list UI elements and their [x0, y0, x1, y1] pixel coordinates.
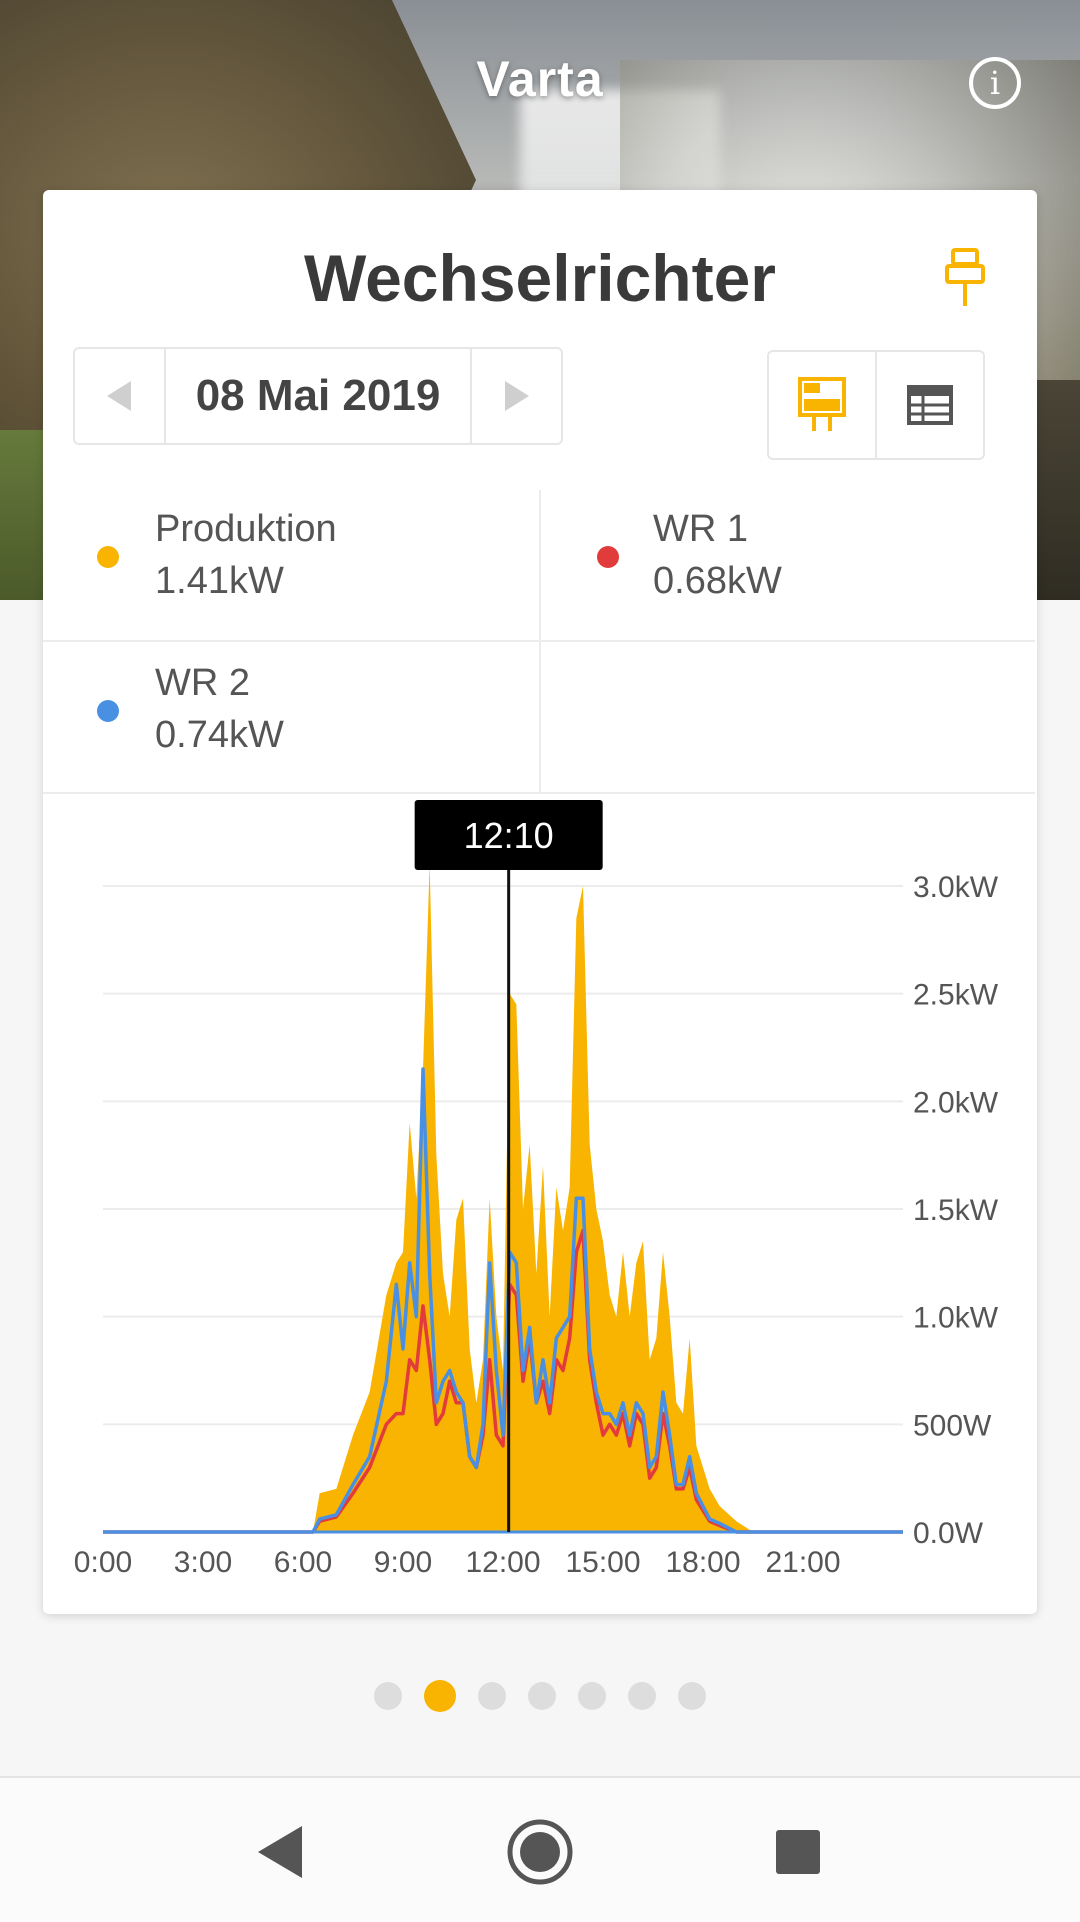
x-tick-label: 6:00 — [274, 1546, 332, 1579]
page-dot[interactable] — [578, 1682, 606, 1710]
page-dot[interactable] — [478, 1682, 506, 1710]
y-tick-label: 1.0kW — [913, 1302, 999, 1335]
page-indicator — [0, 1676, 1080, 1716]
legend-dot-produktion — [97, 546, 119, 568]
legend-dot-wr2 — [97, 700, 119, 722]
chart-view-icon — [798, 377, 846, 431]
back-icon[interactable] — [240, 1812, 320, 1892]
home-icon[interactable] — [500, 1812, 580, 1892]
info-icon[interactable]: i — [969, 57, 1021, 109]
previous-day-button[interactable] — [75, 349, 164, 443]
legend-item-wr2: WR 2 0.74kW — [43, 642, 539, 794]
page-dot[interactable] — [678, 1682, 706, 1710]
recent-apps-icon[interactable] — [758, 1812, 838, 1892]
card-title: Wechselrichter — [304, 241, 776, 315]
legend-value: 0.68kW — [653, 560, 782, 602]
y-tick-label: 1.5kW — [913, 1194, 999, 1227]
page-dot[interactable] — [628, 1682, 656, 1710]
y-tick-label: 2.0kW — [913, 1086, 999, 1119]
legend-dot-wr1 — [597, 546, 619, 568]
next-day-button[interactable] — [472, 349, 561, 443]
legend-name: Produktion — [155, 508, 337, 550]
legend-value: 1.41kW — [155, 560, 284, 602]
pin-icon[interactable] — [943, 248, 987, 308]
legend-name: WR 2 — [155, 662, 250, 704]
chart-view-button[interactable] — [769, 352, 875, 458]
x-tick-label: 12:00 — [465, 1546, 540, 1579]
table-view-icon — [907, 385, 953, 425]
x-tick-label: 21:00 — [765, 1546, 840, 1579]
page-dot[interactable] — [528, 1682, 556, 1710]
x-tick-label: 0:00 — [74, 1546, 132, 1579]
series-line-wr2 — [103, 1067, 903, 1534]
x-tick-label: 3:00 — [174, 1546, 232, 1579]
inverter-card: Wechselrichter 08 Mai 2019 — [43, 190, 1037, 1614]
legend-item-empty — [539, 642, 1035, 794]
legend-item-produktion: Produktion 1.41kW — [43, 490, 539, 642]
cursor-tooltip-label: 12:10 — [464, 815, 554, 856]
legend-item-wr1: WR 1 0.68kW — [539, 490, 1035, 642]
y-tick-label: 2.5kW — [913, 979, 999, 1012]
chevron-right-icon — [504, 381, 529, 411]
page-dot[interactable] — [374, 1682, 402, 1710]
app-title: Varta — [476, 51, 604, 107]
y-tick-label: 3.0kW — [913, 871, 999, 904]
series-line-wr1 — [103, 1228, 903, 1534]
cursor-tooltip — [414, 800, 603, 870]
y-tick-label: 0.0W — [913, 1517, 984, 1550]
view-toggle — [767, 350, 985, 460]
selected-date[interactable]: 08 Mai 2019 — [163, 349, 473, 443]
power-chart[interactable]: 0.0W 500W 1.0kW 1.5kW 2.0kW 2.5kW 3.0kW 0:00 3:0… — [43, 800, 1037, 1614]
power-chart-svg: 0.0W 500W 1.0kW 1.5kW 2.0kW 2.5kW 3.0kW 0:00 3:0… — [74, 800, 999, 1579]
date-navigator: 08 Mai 2019 — [73, 347, 563, 445]
y-tick-label: 500W — [913, 1409, 992, 1442]
x-tick-label: 18:00 — [665, 1546, 740, 1579]
x-tick-label: 15:00 — [565, 1546, 640, 1579]
legend-value: 0.74kW — [155, 714, 284, 756]
table-view-button[interactable] — [875, 352, 983, 458]
page-dot[interactable] — [424, 1680, 456, 1712]
system-navigation-bar — [0, 1776, 1080, 1922]
legend-name: WR 1 — [653, 508, 748, 550]
chevron-left-icon — [107, 381, 132, 411]
x-tick-label: 9:00 — [374, 1546, 432, 1579]
